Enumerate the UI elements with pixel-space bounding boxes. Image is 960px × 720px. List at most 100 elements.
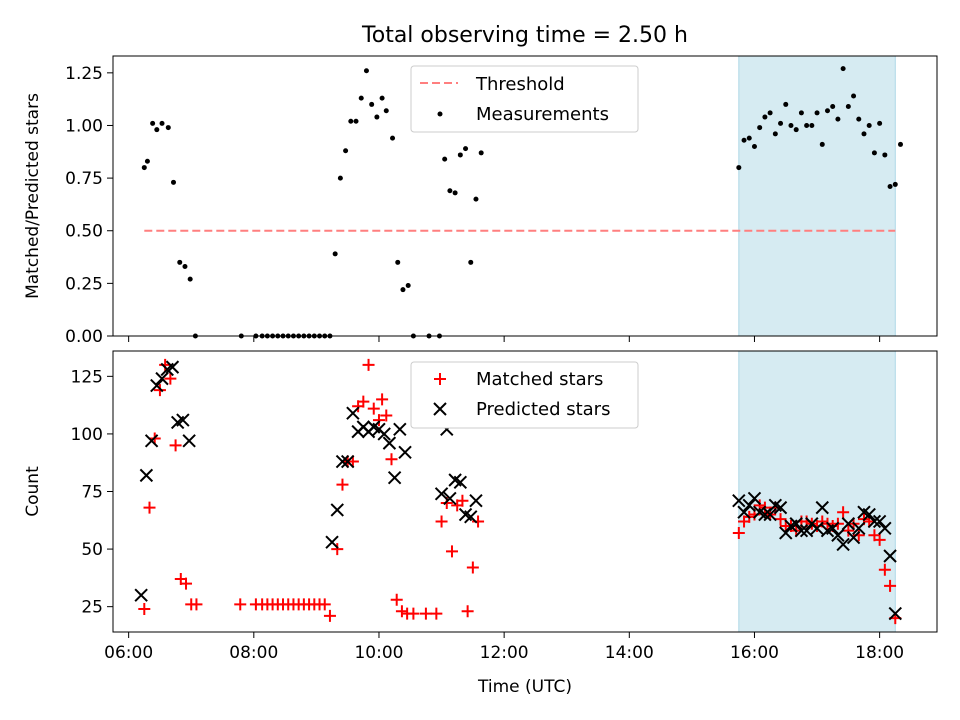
chart-title: Total observing time = 2.50 h: [361, 23, 688, 48]
data-point: [374, 114, 380, 120]
data-point: [393, 422, 407, 437]
data-point: [435, 515, 448, 528]
data-point: [830, 104, 836, 110]
data-point: [837, 506, 850, 519]
data-point: [732, 526, 745, 539]
data-point: [788, 122, 794, 128]
data-point: [819, 141, 825, 147]
data-point: [888, 606, 902, 621]
measurements-legend-swatch: [437, 111, 443, 117]
data-point: [176, 413, 190, 427]
data-point: [746, 135, 752, 141]
data-point: [867, 514, 882, 529]
data-point: [430, 607, 443, 620]
data-point: [331, 543, 344, 556]
data-point: [343, 148, 349, 154]
bottom-panel: 06:00 08:00 10:00 12:00 14:00 16:00 18:00 25 50…: [23, 350, 938, 663]
matched-stars-series: [138, 358, 902, 625]
data-point: [400, 287, 406, 293]
data-point: [380, 409, 393, 422]
x-tick-label: 18:00: [855, 643, 904, 663]
data-point: [367, 402, 380, 415]
data-point: [164, 372, 177, 385]
data-point: [799, 523, 814, 538]
data-point: [390, 593, 403, 606]
data-point: [457, 152, 463, 158]
data-point: [363, 68, 369, 74]
matched-stars-legend-swatch: [434, 373, 446, 385]
data-point: [353, 118, 359, 124]
data-point: [407, 607, 420, 620]
data-point: [742, 498, 756, 513]
data-point: [883, 549, 897, 563]
data-point: [442, 156, 448, 162]
data-point: [419, 607, 432, 620]
data-point: [841, 517, 856, 531]
data-point: [882, 152, 888, 158]
data-point: [358, 95, 364, 101]
data-point: [150, 120, 156, 126]
data-point: [379, 95, 385, 101]
top-y-axis-label: Matched/Predicted stars: [23, 93, 43, 299]
data-point: [144, 434, 159, 448]
data-point: [155, 371, 169, 386]
bottom-y-axis-label: Count: [23, 466, 43, 517]
data-point: [824, 108, 830, 114]
data-point: [169, 439, 182, 452]
data-point: [866, 122, 872, 128]
data-point: [773, 500, 788, 515]
data-point: [346, 406, 360, 420]
y-tick-label: 1.25: [65, 64, 103, 84]
data-point: [382, 436, 397, 450]
data-point: [836, 537, 850, 552]
x-tick-label: 10:00: [354, 643, 403, 663]
bottom-shaded-region: [738, 350, 896, 633]
data-point: [464, 510, 478, 524]
data-point: [772, 131, 778, 137]
data-point: [143, 501, 156, 514]
data-point: [138, 602, 151, 615]
data-point: [385, 453, 398, 466]
data-point: [856, 116, 862, 122]
y-tick-label: 0.50: [65, 222, 103, 242]
data-point: [763, 507, 777, 522]
data-point: [762, 114, 768, 120]
data-point: [873, 533, 886, 546]
data-point: [793, 127, 799, 133]
data-point: [369, 101, 375, 107]
data-point: [150, 378, 164, 393]
data-point: [897, 141, 903, 147]
data-point: [862, 507, 876, 522]
data-point: [737, 505, 751, 519]
data-point: [134, 588, 148, 602]
x-tick-label: 16:00: [730, 643, 779, 663]
data-point: [461, 605, 474, 618]
data-point: [372, 414, 385, 427]
data-point: [318, 598, 331, 611]
data-point: [182, 434, 196, 448]
data-point: [871, 150, 877, 156]
data-point: [809, 122, 815, 128]
data-point: [845, 104, 851, 110]
predicted-stars-series: [134, 360, 902, 621]
data-point: [453, 475, 468, 489]
y-tick-label: 100: [71, 425, 103, 445]
matched-stars-legend-label: Matched stars: [476, 369, 603, 390]
data-point: [736, 165, 742, 171]
data-point: [751, 144, 757, 150]
data-point: [390, 135, 396, 141]
bottom-legend-box: [410, 361, 639, 429]
data-point: [789, 517, 803, 531]
data-point: [732, 494, 746, 508]
data-point: [182, 264, 188, 270]
data-point: [473, 196, 479, 202]
data-point: [892, 181, 898, 187]
data-point: [139, 468, 154, 483]
top-panel: 0.00 0.25 0.50 0.75 1.00 1.25 Matched/Predict…: [23, 55, 938, 347]
data-point: [443, 491, 457, 506]
data-point: [804, 122, 810, 128]
data-point: [456, 494, 469, 507]
y-tick-label: 25: [81, 598, 103, 618]
data-point: [463, 146, 469, 152]
